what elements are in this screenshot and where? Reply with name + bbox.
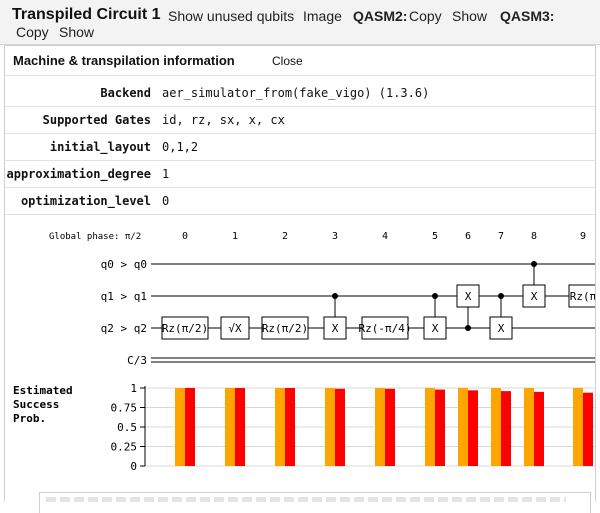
success-bar	[235, 388, 245, 466]
y-tick-label: 0	[130, 460, 137, 473]
success-bar	[325, 388, 335, 466]
show-unused-qubits-link[interactable]: Show unused qubits	[168, 8, 295, 24]
success-bar	[458, 388, 468, 466]
success-bar	[225, 388, 235, 466]
control-dot	[332, 293, 338, 299]
y-tick-label: 0.5	[117, 421, 137, 434]
gate-box[interactable]	[361, 316, 409, 340]
supported-gates-label: Supported Gates	[42, 113, 151, 127]
qasm2-label: QASM2:	[353, 8, 408, 24]
success-bar	[285, 388, 295, 466]
gate-box[interactable]	[261, 316, 309, 340]
y-tick-label: 1	[130, 382, 137, 395]
notes-box	[39, 492, 591, 513]
success-bar	[335, 388, 345, 466]
gate-label: X	[432, 322, 439, 335]
gate-box[interactable]	[522, 284, 546, 308]
qasm2-copy-link[interactable]: Copy	[409, 8, 442, 24]
success-bar	[275, 388, 285, 466]
success-bar	[583, 392, 593, 466]
success-bar	[185, 388, 195, 466]
divider	[5, 187, 595, 188]
success-bar	[501, 391, 511, 466]
success-bar	[385, 388, 395, 466]
wire-label: q1 > q1	[101, 290, 147, 303]
initial-layout-value: 0,1,2	[162, 140, 199, 154]
gate-box[interactable]	[161, 316, 209, 340]
success-bar	[491, 388, 501, 466]
close-button[interactable]: Close	[272, 54, 303, 68]
control-dot	[465, 325, 471, 331]
column-number: 6	[465, 231, 471, 242]
approximation-degree-label: approximation_degree	[6, 167, 152, 181]
image-link[interactable]: Image	[303, 8, 342, 24]
global-phase-label: Global phase: π/2	[49, 232, 141, 242]
success-bar	[175, 388, 185, 466]
divider	[5, 133, 595, 134]
divider	[5, 160, 595, 161]
column-number: 2	[282, 231, 288, 242]
gate-label: √X	[228, 322, 242, 335]
control-dot	[432, 293, 438, 299]
column-number: 9	[580, 231, 586, 242]
gate-box[interactable]	[456, 284, 480, 308]
column-number: 7	[498, 231, 504, 242]
approximation-degree-value: 1	[162, 167, 170, 181]
qasm3-label: QASM3:	[500, 8, 555, 24]
gate-label: X	[498, 322, 505, 335]
circuit-title: Transpiled Circuit 1	[12, 6, 161, 23]
gate-label: X	[332, 322, 339, 335]
success-bar	[534, 391, 544, 466]
column-number: 3	[332, 231, 338, 242]
column-number: 5	[432, 231, 438, 242]
chart-title-line: Prob.	[13, 412, 46, 425]
success-bar	[468, 390, 478, 466]
supported-gates-value: id, rz, sx, x, cx	[162, 113, 285, 127]
y-tick-label: 0.25	[111, 441, 138, 454]
column-number: 1	[232, 231, 238, 242]
wire-label: q2 > q2	[101, 322, 147, 335]
circuit-diagram: Global phase: π/2 0 1 2 3 4 5 6 7 8 9 q0 > q0 q1 >…	[13, 231, 595, 473]
divider	[5, 75, 595, 76]
gate-box[interactable]	[423, 316, 447, 340]
qasm3-copy-link[interactable]: Copy	[16, 24, 49, 40]
gate-box[interactable]	[568, 284, 595, 308]
optimization-level-value: 0	[162, 194, 170, 208]
gate-box[interactable]	[323, 316, 347, 340]
wire-label: q0 > q0	[101, 258, 147, 271]
optimization-level-label: optimization_level	[20, 194, 151, 208]
gate-label: Rz(π/2)	[262, 322, 308, 335]
gate-box[interactable]	[220, 316, 250, 340]
backend-label: Backend	[100, 86, 151, 100]
gate-label: Rz(-π/4)	[359, 322, 412, 335]
control-dot	[498, 293, 504, 299]
success-bar	[573, 388, 583, 466]
divider	[5, 106, 595, 107]
divider	[5, 214, 595, 215]
success-bar	[425, 388, 435, 466]
qasm3-show-link[interactable]: Show	[59, 24, 95, 40]
panel-title: Machine & transpilation information	[13, 53, 235, 68]
gate-label: Rz(π/2)	[162, 322, 208, 335]
success-bar	[375, 388, 385, 466]
gate-label: Rz(π	[570, 290, 595, 303]
initial-layout-label: initial_layout	[49, 140, 151, 154]
gate-label: X	[531, 290, 538, 303]
gate-box[interactable]	[489, 316, 513, 340]
qasm2-show-link[interactable]: Show	[452, 8, 488, 24]
chart-title-line: Success	[13, 398, 59, 411]
success-bar	[524, 388, 534, 466]
success-bar	[435, 389, 445, 466]
column-number: 8	[531, 231, 537, 242]
classical-label: C/3	[127, 354, 147, 367]
machine-info-panel: Machine & transpilation information Clos…	[4, 45, 596, 513]
chart-title-line: Estimated	[13, 384, 73, 397]
control-dot	[531, 261, 537, 267]
column-number: 0	[182, 231, 188, 242]
backend-value: aer_simulator_from(fake_vigo) (1.3.6)	[162, 86, 430, 100]
window-header: Transpiled Circuit 1 Show unused qubits …	[0, 0, 600, 45]
gate-label: X	[465, 290, 472, 303]
column-number: 4	[382, 231, 388, 242]
y-tick-label: 0.75	[111, 402, 138, 415]
